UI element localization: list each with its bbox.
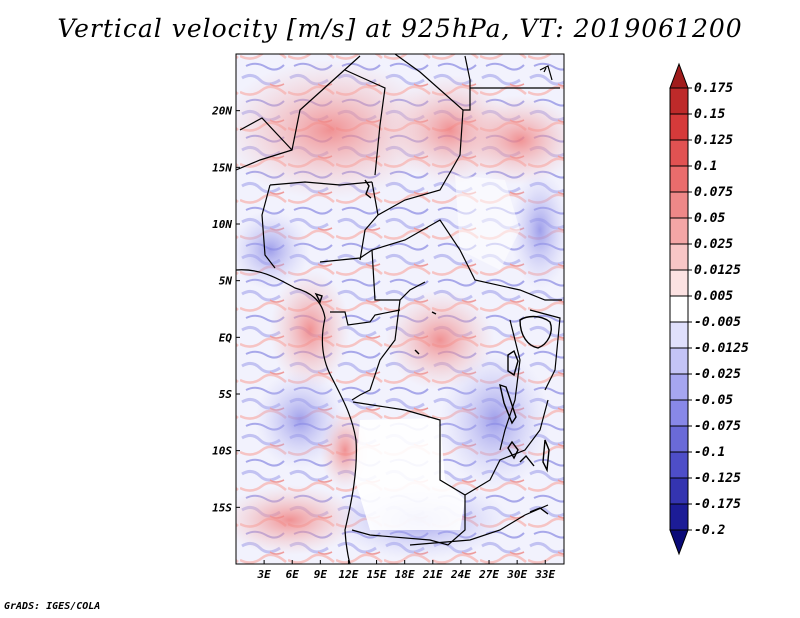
colorbar-swatch	[669, 269, 689, 297]
y-tick-label: 5S	[219, 388, 233, 401]
colorbar-label: 0.175	[694, 81, 733, 96]
y-tick-label: 20N	[211, 105, 232, 118]
y-tick-label: 10N	[212, 218, 232, 231]
lakes	[314, 179, 552, 515]
x-tick-label: 24E	[450, 568, 471, 581]
colorbar-label: -0.05	[694, 393, 733, 408]
x-tick-label: 3E	[256, 568, 271, 581]
colorbar-swatch	[669, 87, 689, 115]
x-tick-label: 30E	[506, 568, 527, 581]
colorbar-label: 0.0125	[694, 263, 741, 278]
colorbar-label: -0.175	[694, 497, 741, 512]
colorbar-swatch	[669, 503, 689, 531]
y-tick-label: 10S	[212, 445, 232, 458]
colorbar-swatch	[669, 399, 689, 427]
colorbar-swatch	[669, 165, 689, 193]
colorbar-swatch	[669, 62, 689, 89]
colorbar-label: -0.075	[694, 419, 741, 434]
colorbar-swatch	[669, 477, 689, 505]
x-tick-label: 12E	[339, 568, 359, 581]
colorbar-label: 0.075	[694, 185, 733, 200]
colorbar-label: -0.1	[694, 445, 725, 460]
colorbar-swatch	[669, 113, 689, 141]
colorbar-swatch	[669, 321, 689, 349]
colorbar-label: 0.1	[694, 159, 717, 174]
colorbar: 0.175 0.15 0.125 0.1 0.075 0.05 0.025 0.0125 0.0…	[669, 62, 749, 556]
footer-credit: GrADS: IGES/COLA	[4, 601, 101, 612]
map-frame	[235, 53, 565, 565]
colorbar-swatch	[669, 529, 689, 556]
y-tick-label: 5N	[219, 275, 233, 288]
colorbar-label: 0.05	[694, 211, 725, 226]
colorbar-label: -0.025	[694, 367, 741, 382]
x-tick-label: 18E	[395, 568, 415, 581]
colorbar-swatch	[669, 139, 689, 167]
colorbar-swatch	[669, 217, 689, 245]
colorbar-swatch	[669, 347, 689, 375]
colorbar-label: 0.005	[694, 289, 733, 304]
y-tick-label: 15N	[212, 161, 232, 174]
x-tick-label: 33E	[534, 568, 555, 581]
x-axis: 3E 6E 9E 12E 15E 18E 21E 24E 27E 30E 33E	[256, 560, 556, 581]
y-tick-label: EQ	[219, 331, 233, 344]
colorbar-label: -0.2	[694, 523, 725, 538]
colorbar-swatch	[669, 451, 689, 479]
colorbar-label: 0.15	[694, 107, 725, 122]
x-tick-label: 21E	[422, 568, 443, 581]
x-tick-label: 6E	[286, 568, 300, 581]
x-tick-label: 27E	[478, 568, 499, 581]
colorbar-swatch	[669, 373, 689, 401]
y-tick-label: 15S	[212, 501, 232, 514]
map-title: Vertical velocity [m/s] at 925hPa, VT: 2…	[57, 14, 743, 43]
colorbar-swatch	[669, 295, 689, 323]
colorbar-label: -0.125	[694, 471, 741, 486]
colorbar-label: 0.025	[694, 237, 733, 252]
colorbar-swatch	[669, 191, 689, 219]
colorbar-swatch	[669, 425, 689, 453]
colorbar-label: -0.0125	[694, 341, 749, 356]
colorbar-swatch	[669, 243, 689, 271]
x-tick-label: 15E	[367, 568, 387, 581]
x-tick-label: 9E	[314, 568, 328, 581]
y-axis: 20N 15N 10N 5N EQ 5S 10S 15S	[211, 105, 240, 514]
colorbar-label: -0.005	[694, 315, 741, 330]
colorbar-label: 0.125	[694, 133, 733, 148]
